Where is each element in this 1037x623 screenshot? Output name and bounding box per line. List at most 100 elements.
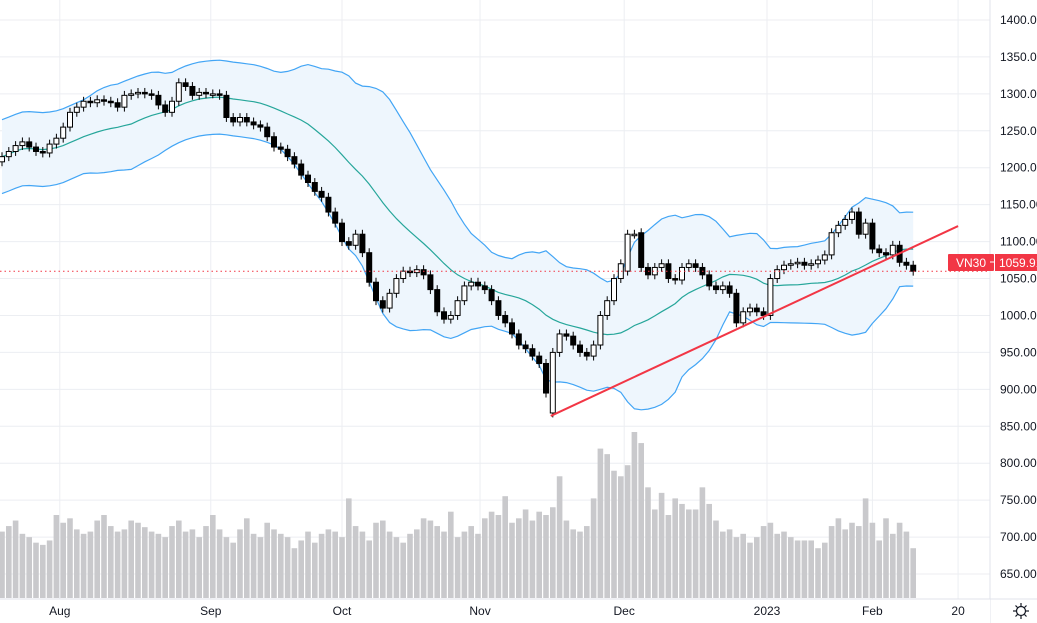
candle: [12, 141, 19, 156]
candle: [461, 281, 468, 306]
volume-bar: [264, 522, 270, 598]
y-tick-label: 900.00: [1000, 382, 1037, 396]
candle-body: [441, 311, 447, 320]
candle: [230, 113, 237, 127]
volume-bar: [441, 531, 447, 598]
candle: [216, 89, 223, 100]
volume-bar: [556, 476, 563, 598]
candle: [475, 277, 481, 291]
candle-body: [189, 85, 196, 96]
candle: [135, 87, 141, 99]
candle: [155, 90, 162, 110]
candle: [257, 120, 264, 132]
volume-bar: [747, 542, 753, 598]
candle-body: [706, 274, 713, 287]
candle-body: [87, 100, 94, 104]
candle-body: [461, 285, 468, 302]
candle: [60, 122, 67, 143]
candle: [73, 102, 80, 117]
candle-body: [815, 259, 821, 265]
candle-body: [903, 261, 910, 266]
time-axis[interactable]: Aug Sep Oct Nov Dec 2023 Feb 20: [49, 604, 965, 618]
y-tick-label: 700.00: [1000, 530, 1037, 544]
x-tick-label: Feb: [862, 604, 883, 618]
volume-bar: [482, 518, 488, 598]
candle-body: [855, 211, 862, 235]
y-tick-label: 1100.00: [1000, 235, 1037, 249]
candle-body: [543, 362, 549, 394]
volume-bar: [509, 522, 515, 598]
last-price-label: 1059.91: [990, 254, 1037, 271]
candle-body: [577, 344, 583, 353]
settings-gear-icon[interactable]: [1013, 603, 1029, 619]
candle-body: [298, 163, 305, 176]
candle-body: [101, 99, 107, 102]
candle: [835, 220, 842, 238]
volume-bar: [713, 520, 719, 598]
candle: [801, 257, 808, 270]
volume-bar: [794, 540, 801, 598]
price-axis-bg[interactable]: [990, 0, 1037, 623]
price-axis[interactable]: 1400.00 1350.00 1300.00 1250.00 1200.00 1150.…: [1000, 13, 1037, 581]
candle-body: [264, 126, 271, 138]
volume-bar: [454, 537, 461, 598]
volume-bar: [550, 507, 556, 598]
volume-bar: [754, 537, 760, 598]
candle-body: [162, 104, 169, 113]
candle-body: [305, 174, 311, 184]
volume-bar: [74, 529, 80, 598]
candle: [19, 137, 26, 151]
volume-bar: [475, 533, 481, 598]
volume-bar: [108, 526, 114, 598]
candle-body: [12, 145, 19, 152]
x-tick-label: Aug: [49, 604, 70, 618]
candle-body: [563, 333, 570, 337]
trendline[interactable]: [550, 225, 959, 417]
volume-bar: [726, 529, 733, 598]
trendline-group[interactable]: [550, 225, 959, 417]
candle-body: [332, 211, 339, 224]
candle: [876, 244, 883, 258]
candle-body: [169, 100, 175, 113]
volume-bar: [352, 526, 359, 598]
y-tick-label: 1350.00: [1000, 50, 1037, 64]
candle: [325, 192, 332, 217]
x-tick-label: Nov: [469, 604, 490, 618]
volume-bar: [128, 520, 134, 598]
candle-body: [835, 224, 842, 234]
candle-body: [631, 233, 638, 237]
candle: [869, 218, 876, 254]
candle-body: [719, 285, 726, 291]
candle-body: [325, 196, 332, 213]
candle-body: [794, 261, 801, 265]
volume-bar: [250, 533, 257, 598]
candle: [740, 307, 747, 328]
candle-body: [284, 148, 291, 158]
volume-bar: [346, 498, 352, 598]
candle: [101, 95, 107, 106]
candle: [271, 132, 277, 152]
volume-bar: [536, 511, 542, 598]
candle: [529, 344, 536, 361]
volume-bar: [135, 522, 141, 598]
candle: [713, 281, 719, 295]
candle: [400, 266, 407, 283]
candle: [726, 281, 733, 298]
candle-body: [679, 266, 685, 281]
candle-body: [611, 278, 617, 302]
candle: [794, 257, 801, 269]
time-axis-bg[interactable]: [0, 599, 990, 623]
candle: [277, 142, 284, 154]
candle-body: [230, 117, 237, 123]
candle-body: [502, 314, 509, 324]
candle: [0, 152, 5, 167]
volume-bar: [196, 537, 202, 598]
candle-body: [509, 322, 515, 335]
candle-body: [747, 307, 753, 313]
bollinger-bands: [1, 59, 914, 411]
volume-bar: [488, 511, 495, 598]
candle-body: [271, 136, 277, 148]
volume-bar: [733, 537, 740, 598]
candle-body: [345, 241, 352, 246]
